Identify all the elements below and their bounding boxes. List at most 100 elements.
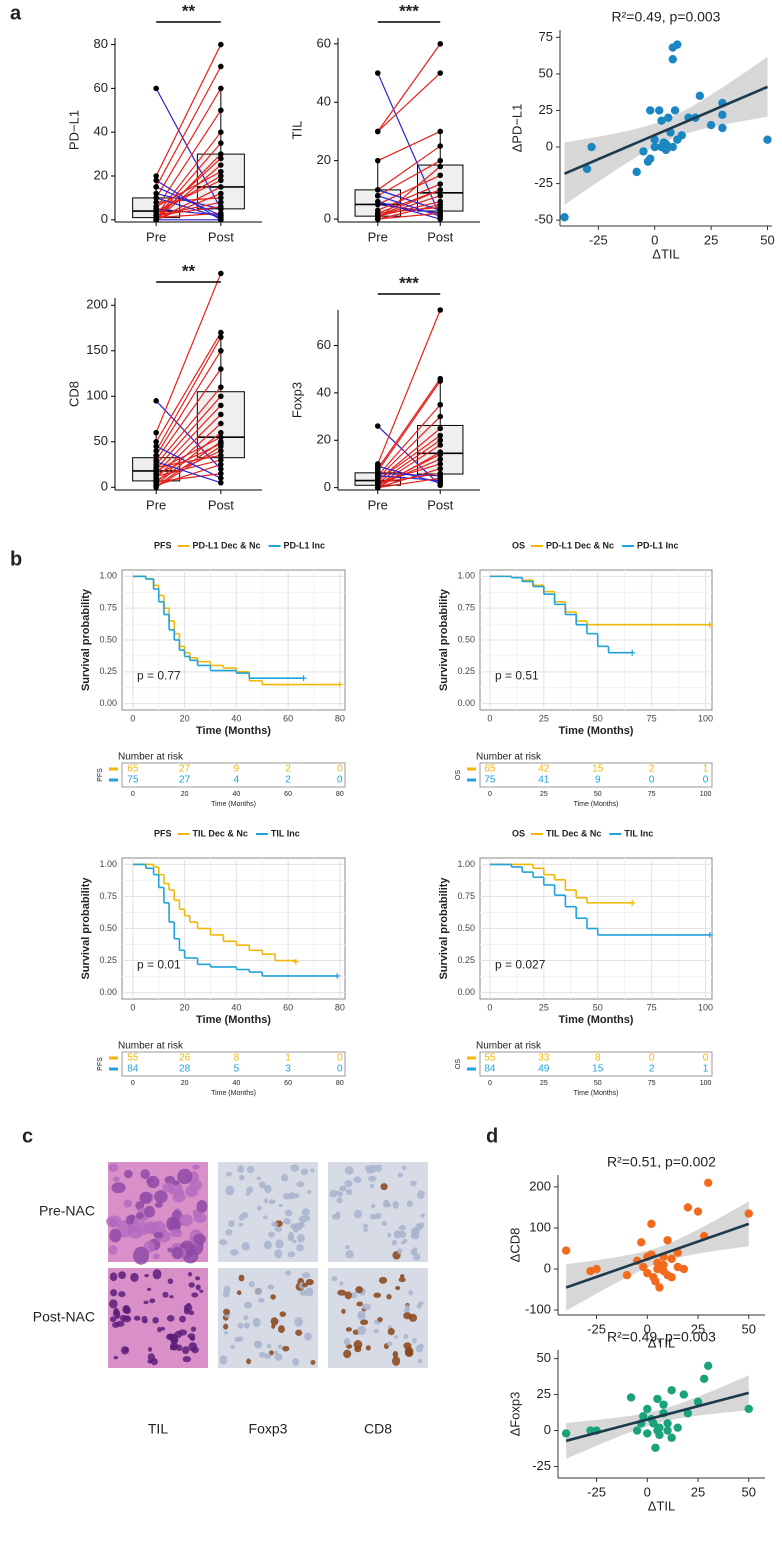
- cell: [139, 1191, 153, 1205]
- pair-line: [377, 453, 441, 486]
- point: [646, 154, 655, 163]
- pair-line: [377, 72, 441, 132]
- y-tick-label: 0.50: [99, 634, 117, 644]
- cell: [186, 1303, 191, 1307]
- cell: [369, 1213, 377, 1220]
- point: [683, 1203, 693, 1212]
- point: [374, 472, 381, 479]
- point: [374, 423, 381, 429]
- cell: [298, 1222, 305, 1228]
- point: [744, 1209, 753, 1218]
- point: [218, 402, 224, 409]
- cell: [344, 1166, 354, 1175]
- point: [659, 1266, 668, 1276]
- y-axis-title: TIL: [289, 121, 304, 140]
- cell: [402, 1238, 408, 1243]
- cell: [191, 1346, 199, 1354]
- risk-x-tick-label: 40: [232, 1080, 240, 1087]
- cell: [344, 1291, 352, 1300]
- cell: [243, 1315, 249, 1321]
- y-tick-label: 60: [317, 337, 331, 352]
- point: [218, 420, 224, 427]
- cell: [108, 1299, 118, 1309]
- risk-count: 65: [127, 764, 139, 775]
- risk-count: 1: [703, 764, 709, 775]
- column-label: CD8: [364, 1421, 392, 1437]
- point: [218, 393, 224, 400]
- cell: [187, 1272, 193, 1277]
- cell: [141, 1315, 148, 1324]
- cell: [372, 1165, 378, 1169]
- point: [744, 1404, 753, 1414]
- point: [437, 480, 444, 486]
- panel-label: a: [10, 2, 22, 24]
- point: [659, 1400, 668, 1409]
- point: [218, 41, 224, 48]
- cell: [268, 1199, 276, 1205]
- cell: [267, 1284, 275, 1290]
- cell: [298, 1215, 308, 1223]
- pair-line: [377, 378, 441, 470]
- point: [437, 461, 444, 467]
- cell: [120, 1314, 127, 1322]
- point: [437, 465, 444, 472]
- cell: [245, 1192, 250, 1197]
- risk-count: 0: [649, 775, 655, 786]
- cell: [392, 1351, 399, 1358]
- y-tick-label: 1.00: [457, 571, 475, 581]
- cell: [264, 1184, 272, 1194]
- point: [218, 155, 224, 162]
- cell: [285, 1270, 292, 1276]
- point: [374, 70, 381, 76]
- cell: [110, 1289, 118, 1297]
- point: [374, 198, 381, 205]
- point: [218, 195, 224, 201]
- risk-count: 15: [592, 764, 604, 775]
- cell: [246, 1358, 252, 1365]
- y-axis-title: Survival probability: [438, 588, 450, 691]
- point: [218, 129, 224, 135]
- row-label: Pre-NAC: [39, 1203, 95, 1219]
- risk-count: 41: [538, 775, 550, 786]
- point: [218, 470, 224, 477]
- point: [718, 110, 727, 120]
- cell: [391, 1356, 401, 1366]
- x-tick-label: 40: [231, 713, 241, 723]
- pair-line: [377, 212, 441, 220]
- cell: [113, 1355, 119, 1360]
- cell: [123, 1347, 129, 1352]
- pair-line: [155, 142, 222, 219]
- cell: [282, 1192, 292, 1200]
- cell: [114, 1312, 121, 1320]
- point: [663, 1419, 672, 1428]
- point: [651, 1443, 660, 1452]
- point: [437, 432, 444, 439]
- cell: [306, 1190, 312, 1194]
- cell: [360, 1319, 369, 1326]
- cell: [181, 1346, 190, 1355]
- cell: [270, 1294, 276, 1300]
- point: [693, 1397, 703, 1406]
- point: [763, 135, 772, 144]
- cell: [310, 1359, 316, 1365]
- point: [153, 448, 159, 454]
- risk-count: 0: [337, 775, 343, 786]
- chart-title: R²=0.49, p=0.003: [612, 9, 721, 25]
- y-tick-label: 0: [544, 1422, 551, 1437]
- point: [437, 204, 444, 211]
- y-axis-title: OS: [455, 1059, 462, 1069]
- cell: [405, 1304, 411, 1311]
- significance: **: [182, 1, 196, 20]
- legend-title: PFS: [154, 828, 172, 838]
- fit-line: [565, 1222, 750, 1289]
- point: [218, 466, 224, 472]
- y-tick-label: 0.25: [99, 955, 117, 965]
- cell: [238, 1174, 245, 1181]
- pair-line: [155, 450, 222, 481]
- cell: [345, 1244, 350, 1250]
- cell: [188, 1310, 195, 1316]
- risk-count: 2: [649, 1064, 655, 1075]
- point: [218, 199, 224, 206]
- risk-row-swatch: [467, 778, 476, 782]
- x-tick-label: -25: [589, 232, 608, 247]
